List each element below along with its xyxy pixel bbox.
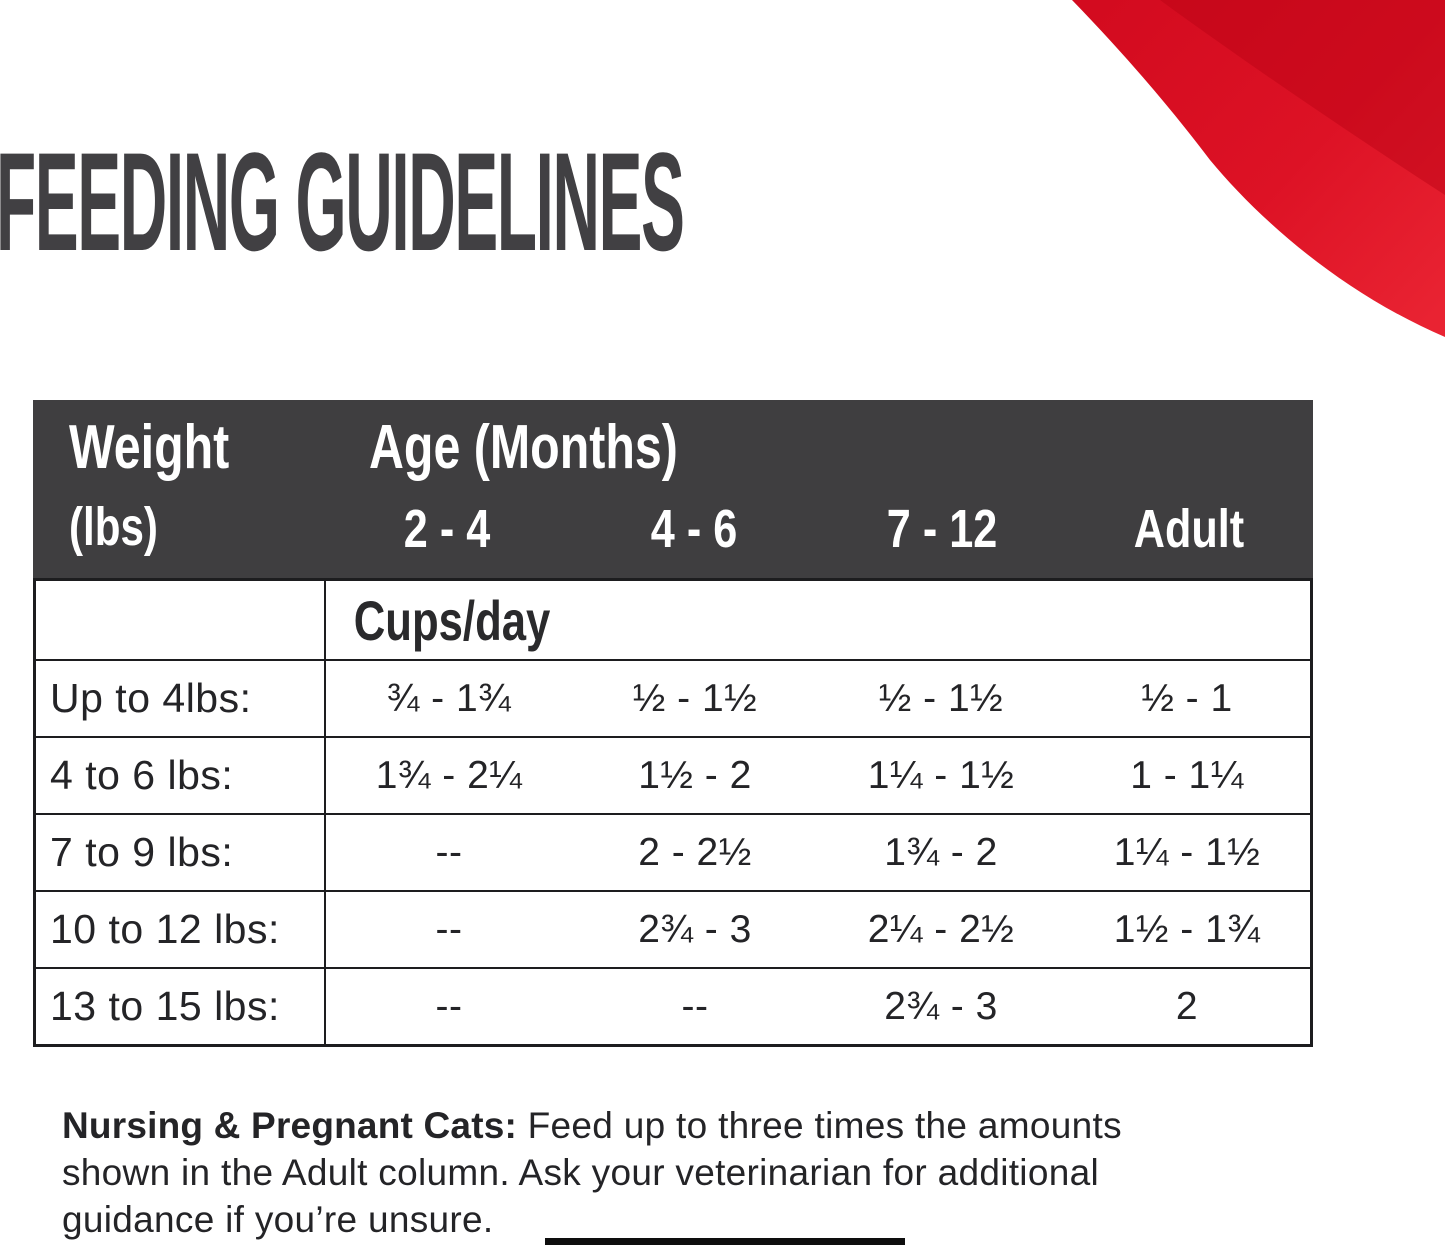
amount-cell: -- — [681, 984, 709, 1028]
header-weight-unit: (lbs) — [69, 497, 158, 557]
header-age-columns: 2 - 4 4 - 6 7 - 12 Adult — [33, 499, 1313, 559]
amount-cell: 1½ - 1¾ — [1113, 907, 1261, 951]
note-bold-label: Nursing & Pregnant Cats: — [62, 1105, 518, 1146]
weight-cell: 7 to 9 lbs: — [36, 815, 326, 890]
amount-cell: 2 - 2½ — [638, 830, 752, 874]
amount-cell: ½ - 1½ — [878, 676, 1004, 720]
table-row: 13 to 15 lbs: -- -- 2¾ - 3 2 — [36, 967, 1310, 1044]
table-row: Up to 4lbs: ¾ - 1¾ ½ - 1½ ½ - 1½ ½ - 1 — [36, 659, 1310, 736]
amount-cell: ½ - 1 — [1141, 676, 1233, 720]
table-header: Weight (lbs) Age (Months) 2 - 4 4 - 6 7 … — [33, 400, 1313, 578]
amount-cell: ½ - 1½ — [632, 676, 758, 720]
nursing-pregnant-note: Nursing & Pregnant Cats: Feed up to thre… — [62, 1102, 1392, 1243]
weight-cell: Up to 4lbs: — [36, 661, 326, 736]
swoosh-main-shape — [1072, 0, 1445, 337]
amount-cell: 1¾ - 2¼ — [375, 753, 523, 797]
amount-cell: 1¾ - 2 — [884, 830, 998, 874]
table-row: 7 to 9 lbs: -- 2 - 2½ 1¾ - 2 1¼ - 1½ — [36, 813, 1310, 890]
amount-cell: 1½ - 2 — [638, 753, 752, 797]
amount-cell: -- — [435, 907, 463, 951]
amount-cell: 2 — [1175, 984, 1199, 1028]
note-line-1-rest: Feed up to three times the amounts — [517, 1105, 1122, 1146]
units-row-empty-cell — [36, 581, 326, 659]
weight-cell: 13 to 15 lbs: — [36, 969, 326, 1044]
table-row: 10 to 12 lbs: -- 2¾ - 3 2¼ - 2½ 1½ - 1¾ — [36, 890, 1310, 967]
header-age-label: Age (Months) — [369, 413, 678, 482]
amount-cell: ¾ - 1¾ — [386, 676, 512, 720]
table-row: 4 to 6 lbs: 1¾ - 2¼ 1½ - 2 1¼ - 1½ 1 - 1… — [36, 736, 1310, 813]
units-row: Cups/day — [36, 581, 1310, 659]
cropped-bottom-bar — [545, 1238, 905, 1245]
units-label: Cups/day — [353, 588, 551, 652]
note-line-3: guidance if you’re unsure. — [62, 1199, 494, 1240]
feeding-table: Weight (lbs) Age (Months) 2 - 4 4 - 6 7 … — [33, 400, 1313, 1047]
swoosh-shade-shape — [1160, 0, 1445, 195]
page-title: FEEDING GUIDELINES — [0, 123, 685, 280]
column-header-7-12: 7 - 12 — [886, 499, 997, 559]
amount-cell: -- — [435, 830, 463, 874]
weight-cell: 4 to 6 lbs: — [36, 738, 326, 813]
note-line-1: Nursing & Pregnant Cats: Feed up to thre… — [62, 1102, 1392, 1149]
column-header-adult: Adult — [1134, 499, 1245, 559]
column-header-2-4: 2 - 4 — [403, 499, 490, 559]
amount-cell: 1 - 1¼ — [1130, 753, 1244, 797]
amount-cell: 1¼ - 1½ — [1113, 830, 1261, 874]
amount-cell: -- — [435, 984, 463, 1028]
header-weight-label: Weight — [69, 413, 230, 482]
amount-cell: 1¼ - 1½ — [867, 753, 1015, 797]
amount-cell: 2¾ - 3 — [638, 907, 752, 951]
weight-cell: 10 to 12 lbs: — [36, 892, 326, 967]
table-body: Cups/day Up to 4lbs: ¾ - 1¾ ½ - 1½ ½ - 1… — [33, 578, 1313, 1047]
amount-cell: 2¼ - 2½ — [867, 907, 1015, 951]
note-line-2: shown in the Adult column. Ask your vete… — [62, 1152, 1099, 1193]
column-header-4-6: 4 - 6 — [651, 499, 738, 559]
amount-cell: 2¾ - 3 — [884, 984, 998, 1028]
